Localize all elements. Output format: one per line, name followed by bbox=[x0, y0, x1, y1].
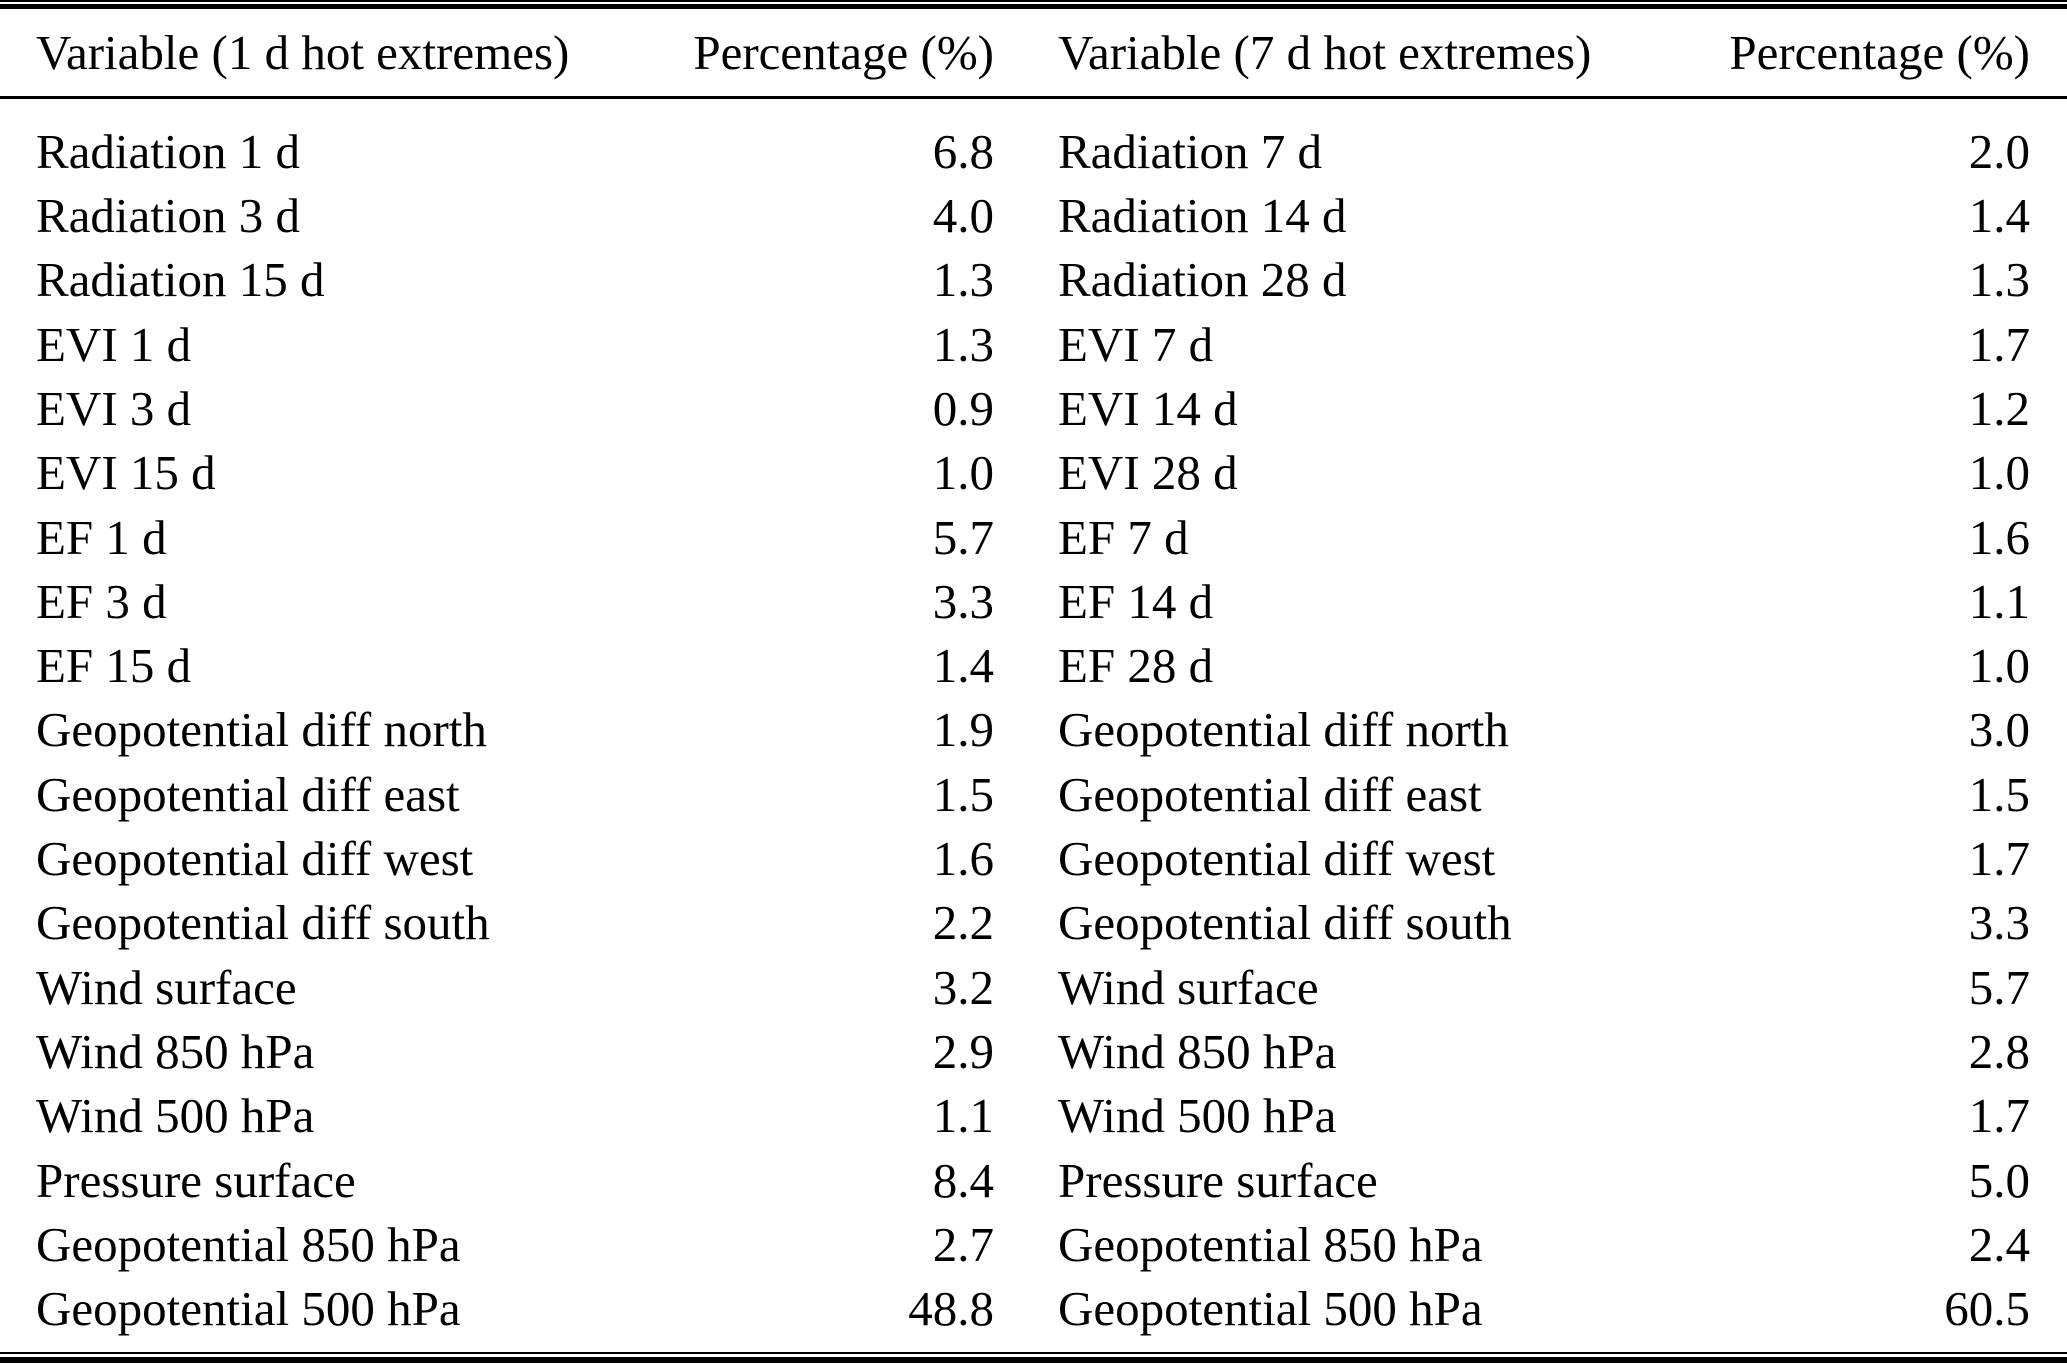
cell-variable-1d: EF 15 d bbox=[36, 638, 192, 694]
table-header-row: Variable (1 d hot extremes) Percentage (… bbox=[36, 9, 2030, 96]
cell-variable-7d: EVI 28 d bbox=[1058, 445, 1238, 501]
col-header-percentage-1d: Percentage (%) bbox=[693, 25, 994, 80]
cell-variable-1d: Geopotential diff east bbox=[36, 766, 460, 822]
cell-variable-7d: Radiation 7 d bbox=[1058, 123, 1323, 179]
cell-percentage-7d: 1.5 bbox=[1968, 766, 2030, 822]
cell-percentage-7d: 1.7 bbox=[1968, 316, 2030, 372]
cell-variable-1d: Geopotential diff north bbox=[36, 702, 487, 758]
cell-percentage-1d: 4.0 bbox=[932, 187, 994, 243]
cell-percentage-7d: 1.3 bbox=[1968, 252, 2030, 308]
table-body: Radiation 1 d 6.8 Radiation 7 d 2.0 Radiatio… bbox=[36, 119, 2030, 1341]
cell-variable-7d: EVI 14 d bbox=[1058, 380, 1238, 436]
top-rule-thick bbox=[0, 4, 2067, 9]
col-header-variable-1d: Variable (1 d hot extremes) bbox=[36, 25, 570, 80]
cell-percentage-1d: 1.9 bbox=[932, 702, 994, 758]
cell-percentage-1d: 1.3 bbox=[932, 316, 994, 372]
cell-variable-7d: Geopotential 850 hPa bbox=[1058, 1216, 1483, 1272]
cell-percentage-1d: 3.3 bbox=[932, 573, 994, 629]
cell-variable-1d: Radiation 3 d bbox=[36, 187, 301, 243]
cell-percentage-7d: 1.7 bbox=[1968, 831, 2030, 887]
cell-percentage-7d: 3.0 bbox=[1968, 702, 2030, 758]
cell-percentage-1d: 48.8 bbox=[908, 1281, 994, 1337]
cell-percentage-1d: 1.0 bbox=[932, 445, 994, 501]
cell-variable-1d: EVI 3 d bbox=[36, 380, 192, 436]
cell-percentage-7d: 1.4 bbox=[1968, 187, 2030, 243]
cell-variable-7d: Pressure surface bbox=[1058, 1152, 1378, 1208]
bottom-rule-thin bbox=[0, 1352, 2067, 1354]
cell-variable-7d: Radiation 14 d bbox=[1058, 187, 1347, 243]
cell-variable-7d: Wind 850 hPa bbox=[1058, 1024, 1337, 1080]
cell-variable-7d: Geopotential diff east bbox=[1058, 766, 1482, 822]
cell-variable-7d: Geopotential diff south bbox=[1058, 895, 1512, 951]
cell-variable-1d: Wind 500 hPa bbox=[36, 1088, 315, 1144]
cell-variable-1d: Geopotential diff west bbox=[36, 831, 474, 887]
cell-variable-1d: Geopotential 500 hPa bbox=[36, 1281, 461, 1337]
bottom-rule-thick bbox=[0, 1357, 2067, 1363]
cell-variable-1d: Radiation 15 d bbox=[36, 252, 325, 308]
cell-percentage-1d: 0.9 bbox=[932, 380, 994, 436]
cell-percentage-1d: 2.7 bbox=[932, 1216, 994, 1272]
cell-percentage-7d: 2.4 bbox=[1968, 1216, 2030, 1272]
col-header-variable-7d: Variable (7 d hot extremes) bbox=[1058, 25, 1592, 80]
cell-percentage-1d: 3.2 bbox=[932, 959, 994, 1015]
cell-variable-1d: Wind surface bbox=[36, 959, 297, 1015]
cell-percentage-7d: 1.2 bbox=[1968, 380, 2030, 436]
cell-variable-7d: Wind surface bbox=[1058, 959, 1319, 1015]
header-separator-rule bbox=[0, 96, 2067, 99]
cell-variable-1d: EF 1 d bbox=[36, 509, 167, 565]
cell-percentage-7d: 1.7 bbox=[1968, 1088, 2030, 1144]
cell-percentage-7d: 1.0 bbox=[1968, 445, 2030, 501]
cell-variable-7d: Wind 500 hPa bbox=[1058, 1088, 1337, 1144]
cell-variable-7d: EF 7 d bbox=[1058, 509, 1189, 565]
cell-variable-1d: Wind 850 hPa bbox=[36, 1024, 315, 1080]
cell-variable-1d: Geopotential 850 hPa bbox=[36, 1216, 461, 1272]
cell-percentage-1d: 1.5 bbox=[932, 766, 994, 822]
cell-percentage-1d: 1.4 bbox=[932, 638, 994, 694]
cell-variable-1d: Pressure surface bbox=[36, 1152, 356, 1208]
cell-percentage-1d: 1.3 bbox=[932, 252, 994, 308]
cell-percentage-7d: 2.0 bbox=[1968, 123, 2030, 179]
cell-percentage-7d: 1.1 bbox=[1968, 573, 2030, 629]
cell-variable-7d: EF 28 d bbox=[1058, 638, 1214, 694]
cell-percentage-1d: 2.9 bbox=[932, 1024, 994, 1080]
cell-percentage-7d: 60.5 bbox=[1944, 1281, 2030, 1337]
cell-variable-7d: Geopotential diff west bbox=[1058, 831, 1496, 887]
cell-variable-1d: EVI 15 d bbox=[36, 445, 216, 501]
cell-percentage-1d: 8.4 bbox=[932, 1152, 994, 1208]
cell-variable-7d: Geopotential diff north bbox=[1058, 702, 1509, 758]
cell-variable-1d: EVI 1 d bbox=[36, 316, 192, 372]
cell-percentage-1d: 6.8 bbox=[932, 123, 994, 179]
cell-variable-1d: Radiation 1 d bbox=[36, 123, 301, 179]
cell-percentage-7d: 2.8 bbox=[1968, 1024, 2030, 1080]
cell-percentage-7d: 5.0 bbox=[1968, 1152, 2030, 1208]
cell-percentage-1d: 5.7 bbox=[932, 509, 994, 565]
cell-percentage-1d: 1.1 bbox=[932, 1088, 994, 1144]
cell-variable-7d: Geopotential 500 hPa bbox=[1058, 1281, 1483, 1337]
top-rule-thin bbox=[0, 0, 2067, 2]
cell-variable-7d: EVI 7 d bbox=[1058, 316, 1214, 372]
cell-percentage-7d: 1.6 bbox=[1968, 509, 2030, 565]
cell-variable-7d: EF 14 d bbox=[1058, 573, 1214, 629]
cell-variable-7d: Radiation 28 d bbox=[1058, 252, 1347, 308]
cell-percentage-7d: 1.0 bbox=[1968, 638, 2030, 694]
cell-percentage-7d: 5.7 bbox=[1968, 959, 2030, 1015]
cell-percentage-1d: 2.2 bbox=[932, 895, 994, 951]
cell-percentage-7d: 3.3 bbox=[1968, 895, 2030, 951]
cell-variable-1d: EF 3 d bbox=[36, 573, 167, 629]
col-header-percentage-7d: Percentage (%) bbox=[1729, 25, 2030, 80]
cell-variable-1d: Geopotential diff south bbox=[36, 895, 490, 951]
cell-percentage-1d: 1.6 bbox=[932, 831, 994, 887]
